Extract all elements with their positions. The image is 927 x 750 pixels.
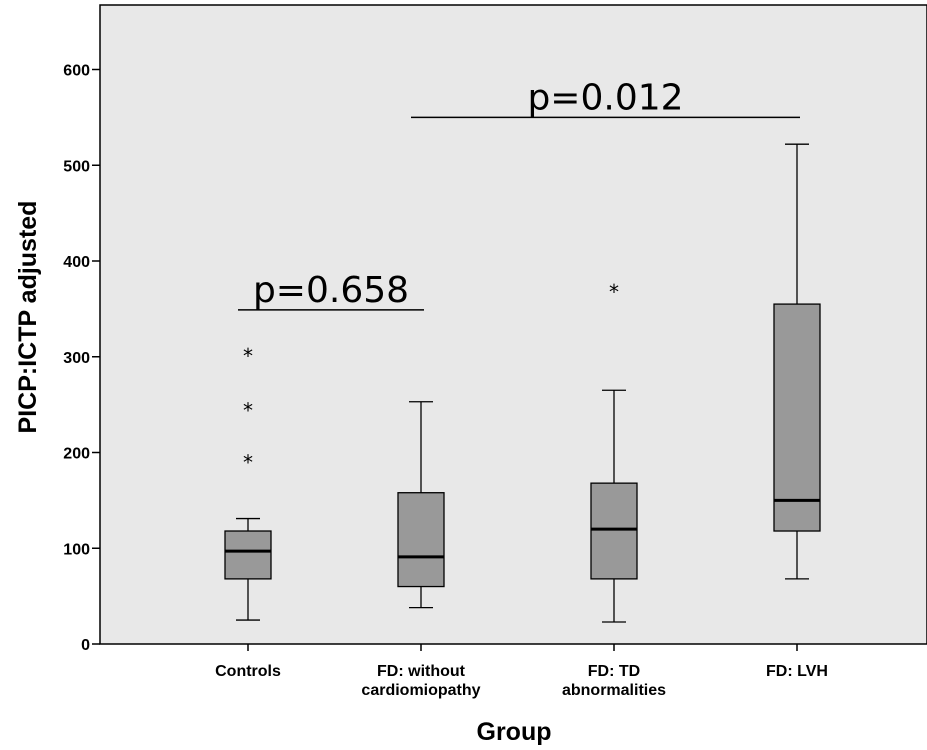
box-iqr [773,303,821,532]
x-category-label: FD: TD abnormalities [562,663,666,699]
outlier-marker: * [243,450,253,474]
y-axis: 0 100 200 300 400 500 600 [63,63,100,654]
x-axis: Controls FD: without cardiomiopathy FD: TD a… [215,644,828,699]
outlier-marker: * [243,344,253,368]
p-value-label: p=0.658 [253,270,409,311]
significance-annotations: p=0.658 p=0.012 [238,77,800,311]
x-category-label: FD: without cardiomiopathy [361,663,480,699]
x-category-label-line: FD: LVH [766,663,828,680]
x-category-label-line: FD: without [377,663,466,680]
x-category-label-line: Controls [215,663,281,680]
x-axis-title: Group [477,718,552,746]
box-group: * [590,280,638,623]
box-iqr [224,530,272,580]
x-category-label-line: FD: TD [588,663,640,680]
x-category-label-line: abnormalities [562,682,666,699]
y-tick-label: 300 [63,350,90,367]
box-series: * * * * [224,143,821,623]
box-group [397,401,445,609]
y-tick-label: 600 [63,63,90,80]
p-value-label: p=0.012 [527,77,683,118]
box-iqr [590,482,638,580]
y-tick-label: 200 [63,446,90,463]
x-category-label-line: cardiomiopathy [361,682,480,699]
box-iqr [397,492,445,588]
y-axis-title: PICP:ICTP adjusted [14,201,42,434]
outlier-marker: * [243,399,253,423]
y-tick-label: 0 [81,637,90,654]
y-tick-label: 500 [63,158,90,175]
x-category-label: FD: LVH [766,663,828,680]
y-tick-label: 100 [63,541,90,558]
box-group: * * * [224,344,272,621]
outlier-marker: * [609,280,619,304]
y-tick-label: 400 [63,254,90,271]
x-category-label: Controls [215,663,281,680]
box-group [773,143,821,580]
